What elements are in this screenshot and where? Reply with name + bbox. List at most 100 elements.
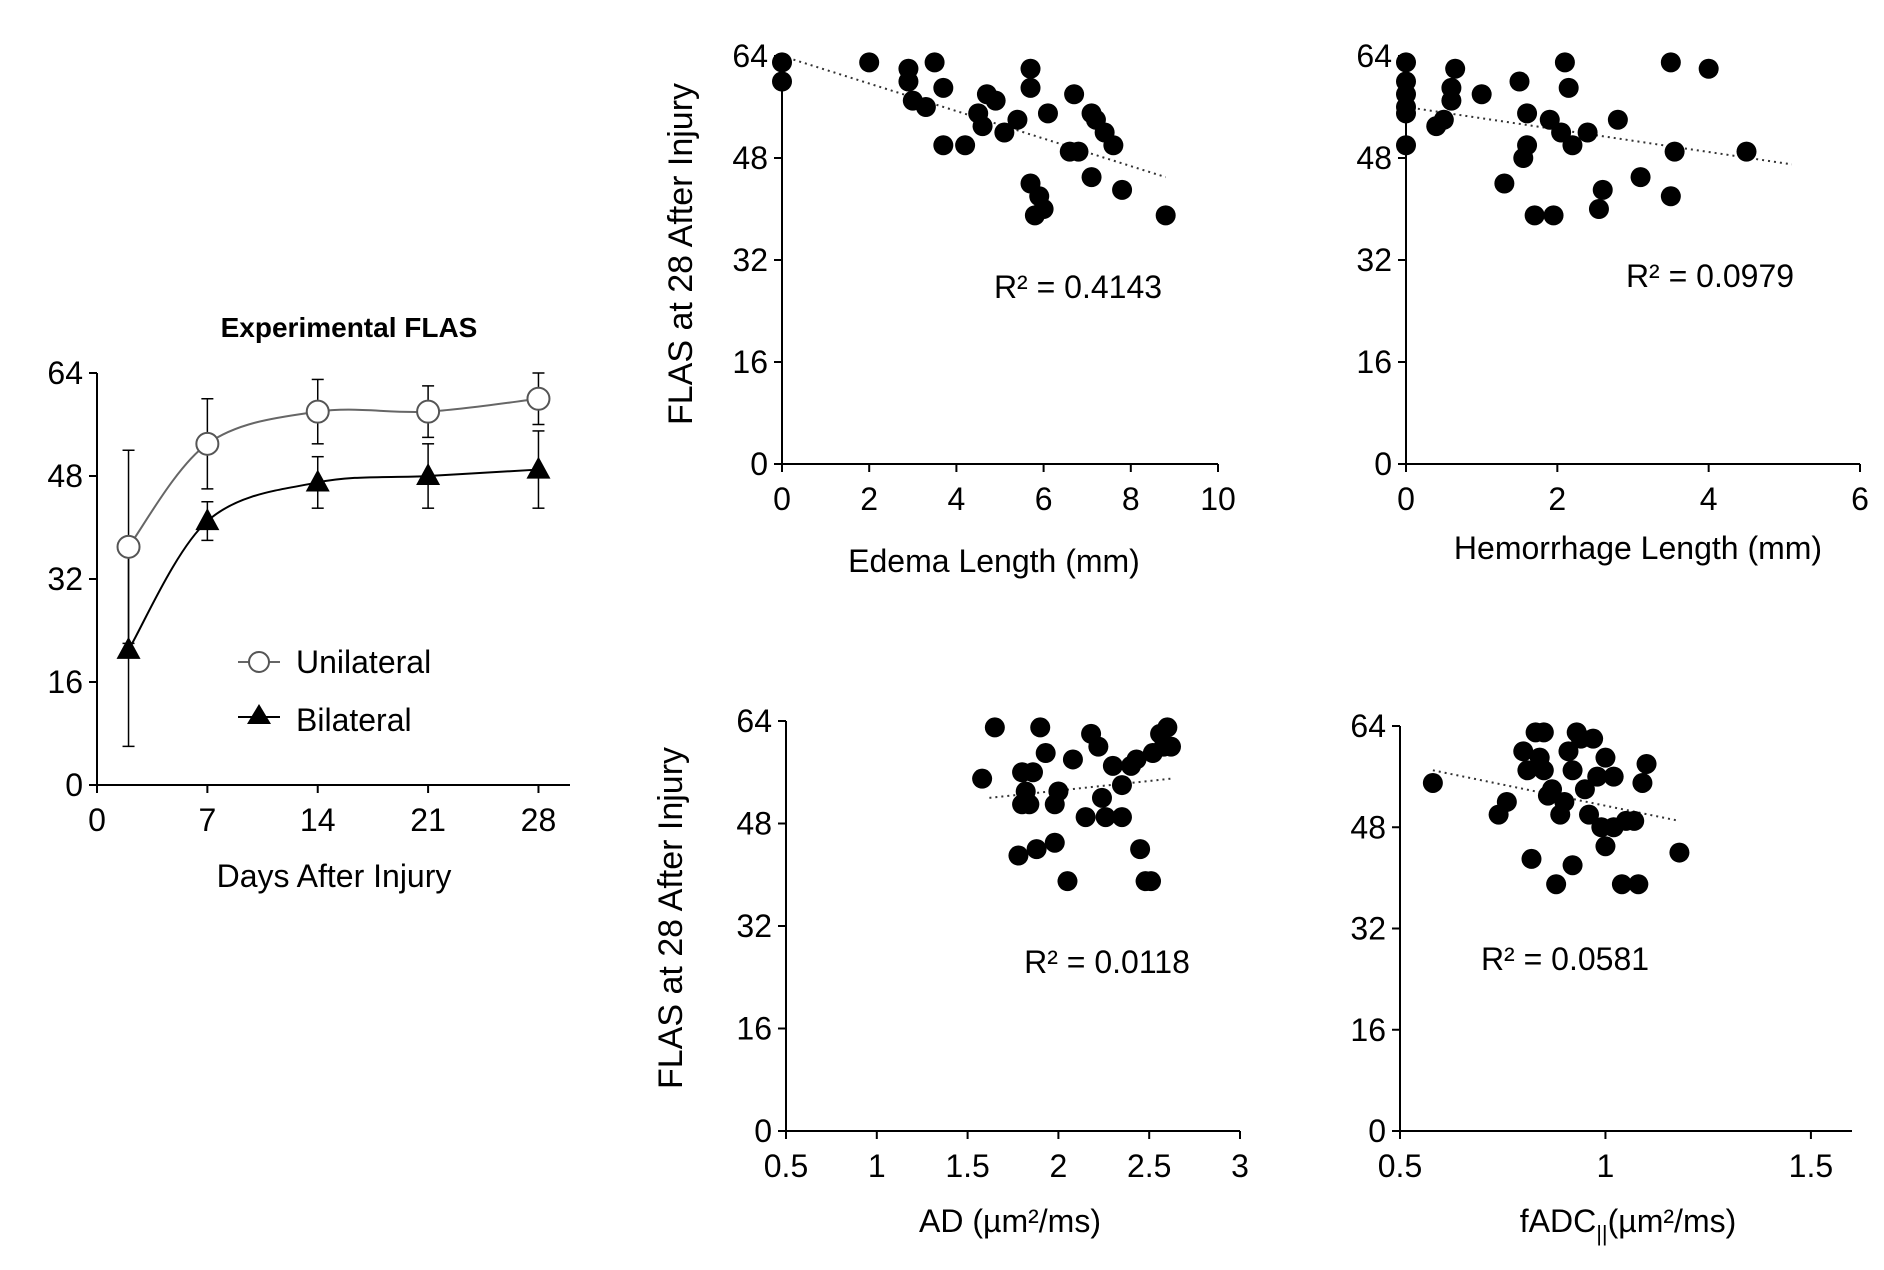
x-tick-label: 1.5 [1789, 1148, 1833, 1184]
data-point [1445, 58, 1466, 79]
data-point [1533, 722, 1554, 743]
data-point [1517, 760, 1538, 781]
data-point [1543, 205, 1564, 226]
data-point [1103, 135, 1124, 156]
data-point [994, 122, 1015, 143]
ad-x-axis-label: AD (µm²/ms) [919, 1203, 1101, 1239]
x-tick-label: 8 [1122, 481, 1140, 517]
bilateral-point [195, 508, 220, 531]
data-point [915, 97, 936, 117]
data-point [1660, 186, 1681, 207]
data-point [1062, 749, 1083, 770]
y-tick-label: 48 [1356, 140, 1392, 176]
data-point [1471, 84, 1492, 105]
data-point [1088, 736, 1109, 757]
data-point [985, 90, 1006, 111]
data-point [1554, 52, 1575, 73]
unilateral-point [195, 431, 220, 456]
x-tick-label: 2 [860, 481, 878, 517]
data-point [1112, 179, 1133, 200]
edema-scatter-chart: 0 16 32 48 64 0 2 4 6 8 10 FLAS at 28 After Injury… [662, 38, 1236, 579]
hemorrhage-scatter-chart: 0 16 32 48 64 0 2 4 6 Hemorrhage Length (mm) R² … [1356, 38, 1868, 566]
data-point [1509, 71, 1530, 92]
data-point [1539, 109, 1560, 130]
y-tick-label: 16 [47, 664, 83, 700]
x-tick-label: 1.5 [945, 1148, 989, 1184]
data-point [1636, 753, 1657, 774]
y-tick-label: 64 [732, 38, 768, 74]
bilateral-point [305, 469, 330, 492]
x-tick-label: 28 [521, 802, 557, 838]
hemorrhage-r-squared: R² = 0.0979 [1626, 258, 1794, 294]
data-point [1524, 205, 1545, 226]
data-point [1494, 173, 1515, 194]
trendline [1405, 106, 1793, 166]
data-point [933, 135, 954, 156]
x-tick-label: 0 [88, 802, 106, 838]
ad-y-axis-label: FLAS at 28 After Injury [652, 747, 690, 1089]
y-tick-label: 0 [750, 446, 768, 482]
data-point [1141, 871, 1162, 892]
y-tick-label: 0 [754, 1113, 772, 1149]
data-point [1517, 135, 1538, 156]
data-point [984, 717, 1005, 738]
y-tick-label: 32 [732, 242, 768, 278]
data-point [1422, 772, 1443, 793]
ad-r-squared: R² = 0.0118 [1024, 944, 1190, 980]
y-tick-label: 0 [65, 767, 83, 803]
edema-x-axis-label: Edema Length (mm) [848, 543, 1140, 579]
data-point [1102, 755, 1123, 776]
flas-line-chart: Experimental FLAS 0 16 32 48 64 0 7 14 21 28 Days… [47, 312, 570, 894]
legend-bilateral-label: Bilateral [296, 702, 412, 738]
y-tick-label: 16 [732, 344, 768, 380]
data-point [1057, 871, 1078, 892]
data-point [1595, 836, 1616, 857]
bilateral-point [116, 636, 141, 659]
x-tick-label: 0 [1397, 481, 1415, 517]
y-tick-label: 48 [47, 458, 83, 494]
data-point [1562, 135, 1583, 156]
data-point [1558, 741, 1579, 762]
fadc-scatter-chart: 0 16 32 48 64 0.5 1 1.5 fADC||(µm²/ms) R² = 0.0… [1350, 708, 1852, 1246]
data-point [1035, 743, 1056, 764]
data-point [1624, 810, 1645, 831]
y-tick-label: 32 [1350, 911, 1386, 947]
data-point [1075, 807, 1096, 828]
data-point [1551, 122, 1572, 143]
data-point [1611, 874, 1632, 895]
y-tick-label: 32 [736, 908, 772, 944]
x-tick-label: 10 [1200, 481, 1236, 517]
data-point [1007, 109, 1028, 130]
data-point [1095, 807, 1116, 828]
data-point [1562, 855, 1583, 876]
x-tick-label: 4 [1700, 481, 1718, 517]
data-point [1554, 791, 1575, 812]
y-tick-label: 16 [1350, 1012, 1386, 1048]
y-tick-label: 32 [47, 561, 83, 597]
unilateral-point [116, 534, 141, 559]
x-tick-label: 1 [1597, 1148, 1615, 1184]
data-point [1396, 103, 1416, 124]
data-point [1513, 741, 1534, 762]
data-point [1595, 747, 1616, 768]
data-point [1048, 781, 1069, 802]
legend: Unilateral Bilateral [238, 644, 431, 738]
legend-item-bilateral: Bilateral [238, 702, 412, 738]
data-point [933, 77, 954, 98]
data-point [1022, 762, 1043, 783]
bilateral-point [526, 456, 551, 479]
y-tick-label: 64 [47, 355, 83, 391]
x-tick-label: 0 [773, 481, 791, 517]
data-point [1155, 205, 1176, 226]
data-point [1153, 736, 1174, 757]
data-point [924, 52, 945, 73]
data-point [1126, 749, 1147, 770]
data-point [1533, 760, 1554, 781]
data-point [955, 135, 976, 156]
legend-item-unilateral: Unilateral [238, 644, 431, 680]
data-point [1091, 787, 1112, 808]
data-point [1587, 766, 1608, 787]
data-point [1664, 141, 1685, 162]
x-tick-label: 0.5 [764, 1148, 808, 1184]
